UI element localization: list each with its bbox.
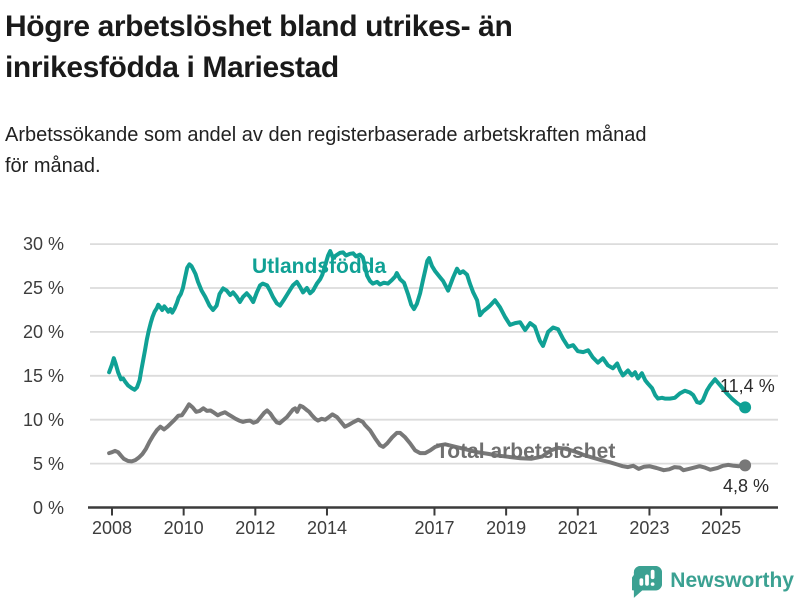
y-axis-label: 0 % — [32, 497, 64, 518]
page-title: Högre arbetslöshet bland utrikes- än inr… — [5, 10, 513, 84]
x-axis-label: 2010 — [163, 518, 204, 538]
x-axis-label: 2012 — [235, 518, 276, 538]
end-value-label-utlandsfodda: 11,4 % — [720, 376, 775, 396]
newsworthy-bar-chart-bubble-icon — [632, 564, 663, 598]
series-line — [107, 402, 748, 473]
brand-name: Newsworthy — [670, 569, 794, 592]
y-axis-label: 10 % — [22, 409, 64, 430]
x-axis-label: 2014 — [306, 518, 347, 538]
y-axis-label: 25 % — [22, 278, 64, 298]
x-axis-label: 2008 — [91, 518, 133, 538]
x-axis-label: 2019 — [486, 518, 527, 538]
series-end-dot — [739, 401, 752, 414]
series-label-utlandsfodda: Utlandsfödda — [252, 255, 387, 278]
series-line — [107, 249, 748, 410]
chart-subtitle: Arbetssökande som andel av den registerb… — [5, 124, 647, 177]
brand-footer: Newsworthy — [632, 564, 794, 598]
x-axis-label: 2017 — [414, 518, 455, 538]
series-end-dot — [739, 459, 752, 472]
y-axis-label: 30 % — [22, 234, 64, 255]
x-axis-label: 2025 — [701, 518, 742, 538]
y-axis-label: 15 % — [22, 365, 64, 386]
y-axis-label: 20 % — [22, 321, 64, 342]
x-axis-label: 2023 — [629, 518, 670, 538]
y-axis-label: 5 % — [32, 453, 64, 474]
series-label-total-arbetsloshet: Total arbetslöshet — [436, 440, 616, 463]
x-axis-label: 2021 — [557, 518, 598, 538]
end-value-label-total: 4,8 % — [723, 476, 770, 496]
